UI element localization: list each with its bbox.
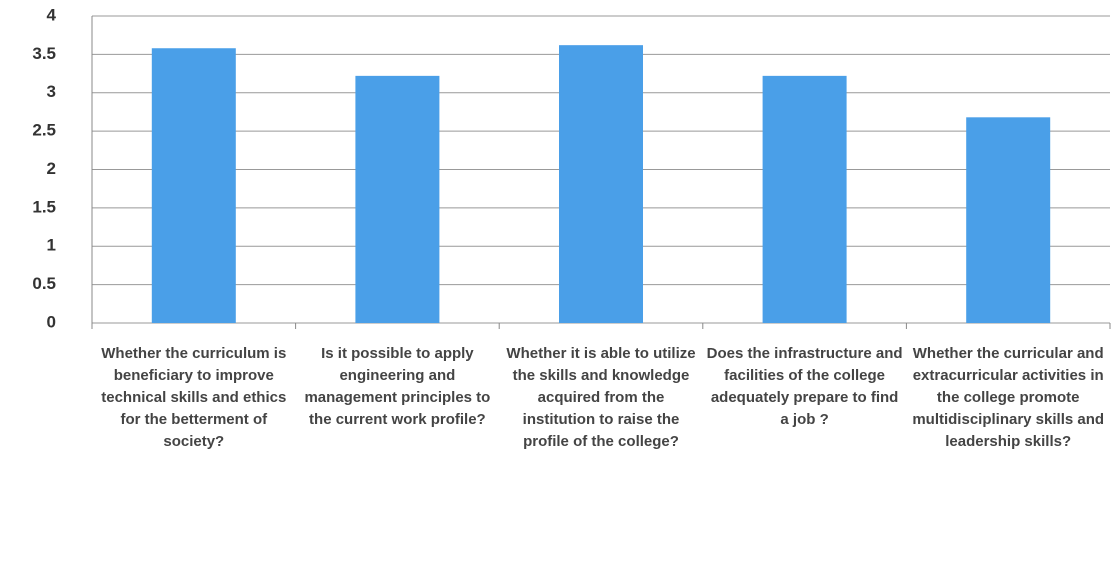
y-tick-label: 2.5 [32, 121, 56, 140]
bar [559, 45, 643, 323]
y-tick-label: 1.5 [32, 197, 56, 216]
y-tick-label: 0 [47, 312, 56, 331]
y-tick-label: 1 [47, 236, 56, 255]
y-tick-label: 3 [47, 82, 56, 101]
bar [151, 48, 236, 324]
bar [966, 117, 1051, 323]
x-tick-label: Is it possible to apply engineering and … [304, 345, 491, 428]
x-tick-label: Whether it is able to utilize the skills… [506, 345, 696, 450]
y-tick-label: 4 [47, 5, 57, 24]
y-tick-label: 2 [47, 159, 56, 178]
y-tick-label: 0.5 [32, 274, 56, 293]
bar [762, 75, 847, 324]
x-tick-label: Whether the curriculum is beneficiary to… [101, 345, 287, 450]
bar [355, 75, 440, 324]
x-tick-label: Does the infrastructure and facilities o… [706, 345, 903, 428]
x-tick-label: Whether the curricular and extracurricul… [912, 345, 1105, 450]
y-tick-label: 3.5 [32, 44, 56, 63]
